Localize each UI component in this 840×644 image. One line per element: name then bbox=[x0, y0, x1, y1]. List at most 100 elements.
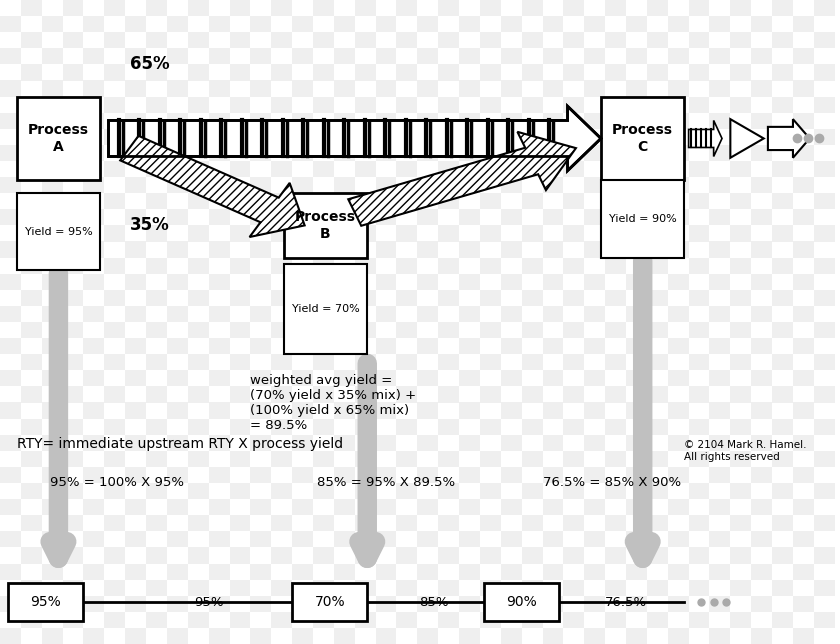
Bar bbox=[125, 338, 146, 354]
Bar bbox=[250, 80, 271, 97]
Bar bbox=[459, 242, 480, 258]
Bar bbox=[354, 515, 375, 531]
Bar bbox=[83, 145, 104, 161]
Bar bbox=[146, 32, 167, 48]
Bar bbox=[292, 402, 313, 419]
Bar bbox=[689, 0, 710, 16]
Bar bbox=[83, 209, 104, 225]
Bar bbox=[63, 451, 83, 467]
Bar bbox=[626, 113, 647, 129]
Bar bbox=[438, 322, 459, 338]
Bar bbox=[125, 402, 146, 419]
Bar bbox=[313, 515, 333, 531]
Bar bbox=[0, 467, 21, 483]
Bar bbox=[250, 145, 271, 161]
Bar bbox=[605, 354, 626, 370]
Bar bbox=[354, 129, 375, 145]
Polygon shape bbox=[730, 119, 764, 158]
Bar bbox=[522, 161, 543, 177]
Bar bbox=[167, 209, 188, 225]
Bar bbox=[42, 306, 63, 322]
Bar bbox=[793, 177, 814, 193]
Bar bbox=[271, 32, 292, 48]
Bar bbox=[42, 435, 63, 451]
Bar bbox=[292, 338, 313, 354]
Bar bbox=[772, 129, 793, 145]
Bar bbox=[188, 0, 208, 16]
Bar bbox=[167, 113, 188, 129]
Bar bbox=[125, 48, 146, 64]
Bar bbox=[647, 258, 668, 274]
Bar bbox=[250, 338, 271, 354]
Bar bbox=[793, 596, 814, 612]
Bar bbox=[751, 338, 772, 354]
Bar bbox=[208, 596, 229, 612]
Bar bbox=[793, 306, 814, 322]
Bar bbox=[21, 290, 42, 306]
Bar bbox=[459, 435, 480, 451]
Bar bbox=[0, 80, 21, 97]
Bar bbox=[710, 209, 730, 225]
Bar bbox=[668, 564, 689, 580]
Bar bbox=[438, 419, 459, 435]
Bar bbox=[229, 354, 250, 370]
Bar bbox=[83, 402, 104, 419]
Bar bbox=[146, 354, 167, 370]
Bar bbox=[313, 322, 333, 338]
Bar bbox=[313, 386, 333, 402]
Bar bbox=[188, 129, 208, 145]
Bar bbox=[42, 145, 63, 161]
Polygon shape bbox=[120, 136, 305, 237]
Bar bbox=[689, 354, 710, 370]
Bar bbox=[668, 435, 689, 451]
Bar bbox=[271, 515, 292, 531]
Bar bbox=[626, 48, 647, 64]
Bar bbox=[333, 435, 354, 451]
Bar bbox=[188, 97, 208, 113]
Bar bbox=[188, 225, 208, 242]
Bar bbox=[793, 145, 814, 161]
Bar bbox=[125, 596, 146, 612]
Bar bbox=[710, 16, 730, 32]
Bar bbox=[333, 177, 354, 193]
Bar bbox=[0, 242, 21, 258]
Bar bbox=[250, 242, 271, 258]
Bar bbox=[208, 145, 229, 161]
Bar bbox=[21, 225, 42, 242]
Bar bbox=[522, 0, 543, 16]
Bar bbox=[814, 225, 835, 242]
Bar bbox=[564, 386, 585, 402]
Bar bbox=[292, 583, 367, 621]
Bar bbox=[751, 435, 772, 451]
Bar bbox=[271, 580, 292, 596]
Bar bbox=[229, 386, 250, 402]
Bar bbox=[167, 435, 188, 451]
Bar bbox=[104, 483, 125, 499]
Bar bbox=[668, 338, 689, 354]
Bar bbox=[313, 483, 333, 499]
Bar bbox=[375, 596, 396, 612]
Bar bbox=[668, 242, 689, 258]
Bar bbox=[814, 483, 835, 499]
Bar bbox=[585, 209, 605, 225]
Bar bbox=[146, 290, 167, 306]
Bar bbox=[229, 612, 250, 628]
Bar bbox=[21, 580, 42, 596]
Bar bbox=[480, 129, 501, 145]
Bar bbox=[292, 564, 313, 580]
Bar bbox=[772, 451, 793, 467]
Bar bbox=[459, 564, 480, 580]
Bar bbox=[188, 419, 208, 435]
Bar bbox=[501, 145, 522, 161]
Bar bbox=[626, 242, 647, 258]
Text: Yield = 70%: Yield = 70% bbox=[291, 304, 360, 314]
Bar bbox=[772, 0, 793, 16]
Bar bbox=[522, 580, 543, 596]
Bar bbox=[104, 129, 125, 145]
Bar bbox=[689, 386, 710, 402]
Bar bbox=[396, 64, 417, 80]
Bar bbox=[626, 16, 647, 32]
Bar bbox=[250, 370, 271, 386]
Bar bbox=[710, 48, 730, 64]
Bar bbox=[601, 97, 685, 180]
